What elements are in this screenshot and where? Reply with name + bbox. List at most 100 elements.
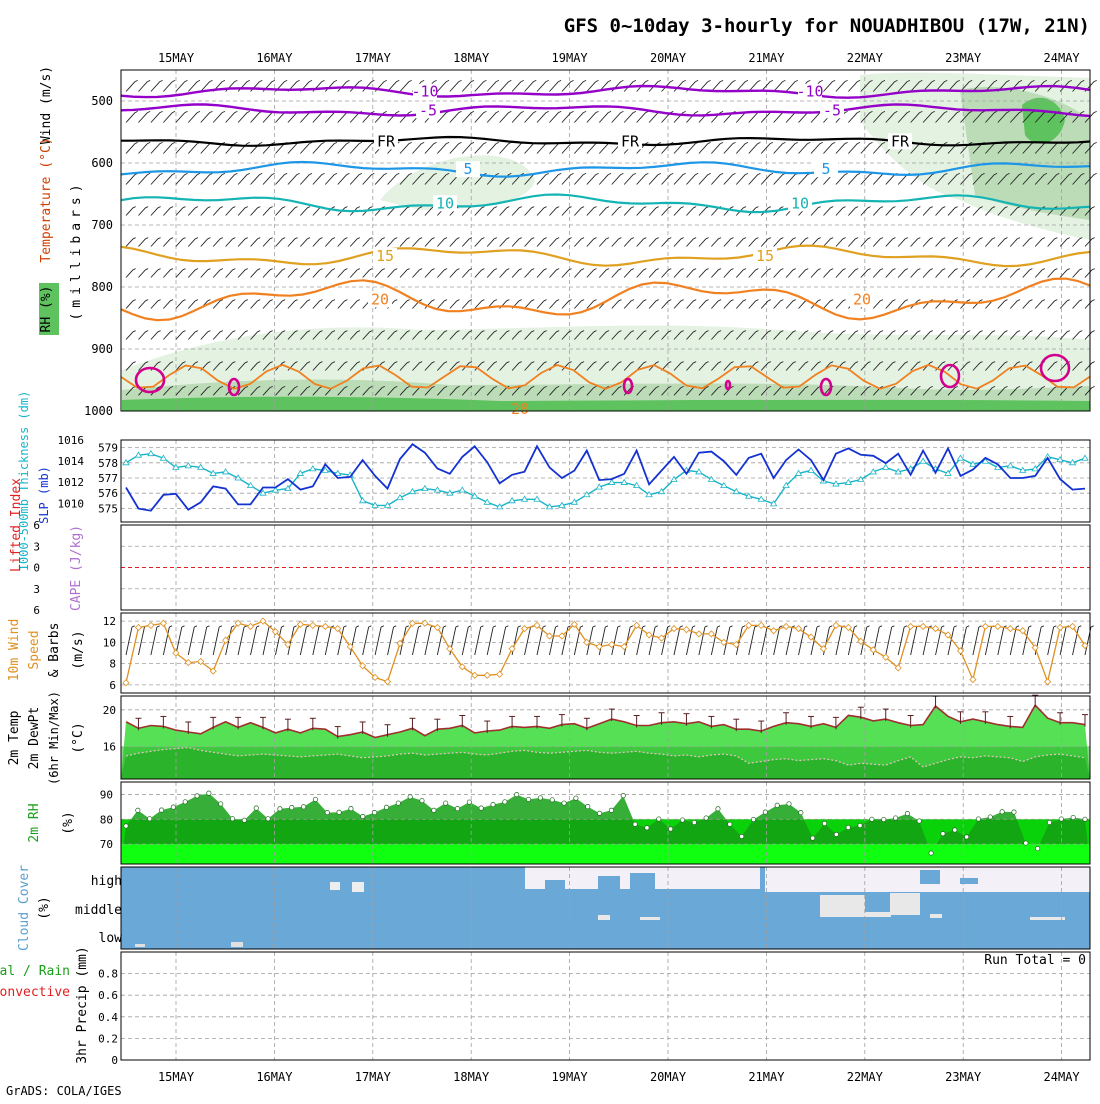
rh-point [964,834,970,840]
upper-wind-barb-feather [394,385,398,389]
thickness-point [794,469,803,476]
upper-wind-barb-feather [1091,237,1095,240]
upper-wind-barb-feather [643,268,647,271]
upper-wind-barb-feather [244,361,248,364]
upper-wind-barb [773,238,781,247]
upper-wind-barb-feather [730,206,734,209]
upper-wind-barb-feather [718,299,722,302]
upper-wind-barb-feather [520,110,524,114]
upper-wind-barb [872,81,883,92]
upper-wind-barb [773,143,783,154]
upper-wind-barb [735,112,746,123]
upper-wind-barb [922,331,931,340]
upper-wind-barb-feather [630,268,635,271]
upper-wind-barb-feather [1004,330,1008,333]
upper-wind-barb [673,238,682,247]
upper-wind-barb [972,387,981,396]
thickness-point [172,463,180,470]
upper-wind-barb-feather [506,299,510,302]
upper-wind-barb [549,207,557,216]
upper-wind-barb-feather [456,385,460,389]
upper-wind-barb [798,143,808,154]
upper-wind-barb-feather [904,206,909,209]
upper-wind-barb [399,387,408,396]
surface-wind-barb [760,626,768,656]
bottom-day-label: 21MAY [748,1070,785,1084]
upper-wind-barb [250,387,258,396]
upper-wind-barb [1022,331,1031,340]
upper-wind-barb-feather [531,385,535,389]
thickness-point [757,495,765,502]
upper-wind-barb [698,362,707,371]
upper-wind-barb-feather [618,206,622,209]
upper-wind-barb [511,81,522,92]
upper-wind-barb-feather [992,206,996,209]
upper-wind-barb [150,207,159,216]
rh-point [158,807,165,813]
surface-wind-barb-feather [891,625,895,628]
surface-wind-barb [1047,626,1055,656]
slp-thickness-frame [120,439,1091,523]
bottom-day-label: 17MAY [355,1070,392,1084]
precip-tick-label: 0.2 [98,1032,118,1045]
upper-wind-barb [150,174,161,185]
upper-wind-barb [175,143,186,154]
contour-label-mask [416,102,440,119]
upper-wind-barb-feather [705,268,709,271]
upper-wind-barb [810,387,819,396]
thickness-point [558,501,566,508]
upper-wind-barb-feather [344,385,348,389]
surface-wind-barb [349,626,357,656]
upper-wind-barb-feather [967,268,971,271]
rh-point [679,817,686,823]
surface-wind-barb-feather [1090,625,1094,628]
wind-tick-label: 12 [103,615,116,628]
upper-wind-barb [324,174,335,185]
upper-wind-barb-feather [344,330,348,333]
rh-tick-label: 90 [100,788,113,801]
upper-wind-barb [935,174,945,185]
upper-wind-barb-feather [246,172,250,176]
upper-wind-barb-feather [720,172,724,176]
upper-wind-barb-feather [232,330,236,333]
upper-wind-barb-feather [381,330,385,333]
wind-speed-point [545,632,554,640]
upper-wind-barb-feather [655,330,659,333]
upper-wind-barb-feather [1017,330,1021,333]
upper-wind-barb [387,331,395,340]
upper-wind-barb [922,387,931,396]
upper-wind-barb [175,331,184,340]
bottom-day-label: 20MAY [650,1070,687,1084]
upper-wind-barb-feather [867,268,871,271]
upper-wind-barb-feather [481,299,485,302]
upper-wind-barb-feather [894,79,898,83]
upper-wind-barb [661,207,669,216]
upper-wind-barb [412,143,422,154]
upper-wind-barb-feather [743,361,747,364]
upper-wind-barb-feather [668,237,672,240]
upper-wind-barb-feather [332,330,336,333]
upper-wind-barb-feather [406,330,410,333]
upper-wind-barb-feather [730,330,734,333]
upper-wind-barb [324,331,333,340]
upper-wind-barb [574,300,582,309]
surface-wind-barb-feather [654,625,658,628]
ylabel-temperature: Temperature (°C) [39,137,54,262]
upper-wind-barb-feather [718,268,722,271]
thickness-point [919,457,927,464]
upper-wind-barb [711,362,719,371]
upper-wind-barb [810,331,819,340]
surface-wind-barb [922,626,930,656]
thickness-point [309,465,317,472]
upper-wind-barb [461,269,470,278]
upper-wind-barb [1059,331,1068,340]
upper-wind-barb-feather [718,330,722,333]
upper-wind-barb [437,362,445,371]
upper-wind-barb [872,269,881,278]
upper-wind-barb [200,81,211,92]
upper-wind-barb [860,387,869,396]
surface-wind-barb-feather [393,625,397,628]
thickness-point [371,501,379,508]
rh-point [383,804,390,810]
upper-wind-barb [972,331,981,340]
